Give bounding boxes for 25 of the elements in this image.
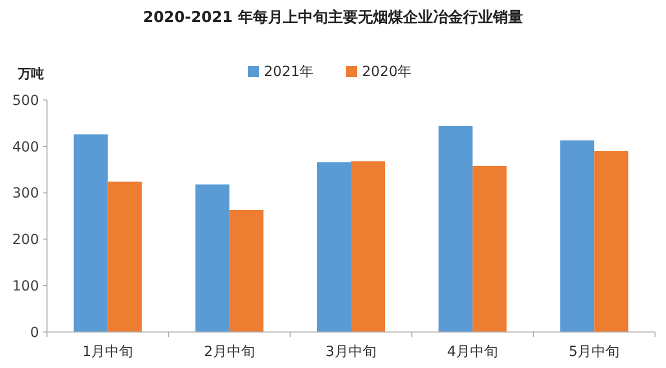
y-axis-title: 万吨 <box>17 67 44 82</box>
bar <box>108 182 142 332</box>
bar <box>438 126 473 332</box>
bar <box>560 140 594 332</box>
legend-label: 2020年 <box>362 64 412 80</box>
y-tick-label: 400 <box>12 139 39 156</box>
chart-title: 2020-2021 年每月上中旬主要无烟煤企业冶金行业销量 <box>143 8 523 26</box>
x-tick-label: 4月中旬 <box>447 344 498 360</box>
y-tick-label: 300 <box>12 186 39 202</box>
y-tick-label: 500 <box>12 92 39 109</box>
bar <box>316 162 351 332</box>
x-tick-label: 3月中旬 <box>326 344 376 360</box>
x-tick-label: 5月中旬 <box>568 344 620 360</box>
bar <box>472 166 507 332</box>
bar <box>594 151 628 332</box>
x-tick-label: 1月中旬 <box>82 344 134 360</box>
bar <box>195 184 230 332</box>
y-tick-label: 200 <box>12 232 39 248</box>
bar <box>229 210 264 332</box>
bar <box>351 161 386 332</box>
legend-label: 2021年 <box>264 64 314 80</box>
x-tick-label: 2月中旬 <box>204 344 255 360</box>
y-tick-label: 100 <box>12 278 39 294</box>
y-tick-label: 0 <box>30 324 39 341</box>
bar <box>74 134 108 332</box>
